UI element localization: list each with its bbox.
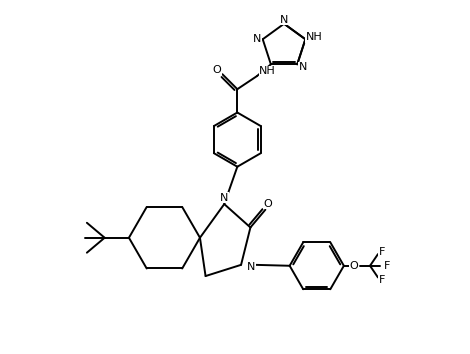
Text: N: N bbox=[247, 262, 256, 272]
Text: N: N bbox=[298, 62, 307, 72]
Text: NH: NH bbox=[306, 32, 322, 42]
Text: NH: NH bbox=[259, 67, 276, 76]
Text: F: F bbox=[384, 261, 391, 271]
Text: N: N bbox=[280, 15, 288, 24]
Text: O: O bbox=[263, 199, 272, 209]
Text: O: O bbox=[212, 64, 221, 75]
Text: O: O bbox=[349, 261, 358, 271]
Text: N: N bbox=[220, 193, 228, 202]
Text: N: N bbox=[253, 34, 261, 44]
Text: F: F bbox=[379, 275, 385, 285]
Text: F: F bbox=[379, 247, 385, 257]
